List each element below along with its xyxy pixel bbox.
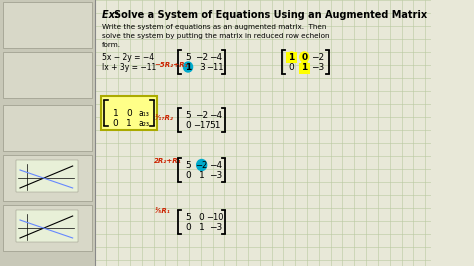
Circle shape bbox=[287, 52, 296, 62]
Text: ¹⁄₅R₁: ¹⁄₅R₁ bbox=[155, 208, 170, 214]
Circle shape bbox=[300, 52, 309, 62]
Text: 0: 0 bbox=[185, 222, 191, 231]
Text: form.: form. bbox=[102, 42, 121, 48]
Circle shape bbox=[300, 62, 309, 72]
Text: 5: 5 bbox=[185, 160, 191, 169]
Text: a₂₃: a₂₃ bbox=[138, 118, 149, 127]
Text: solve the system by putting the matrix in reduced row echelon: solve the system by putting the matrix i… bbox=[102, 33, 329, 39]
Text: −5R₂+R₁: −5R₂+R₁ bbox=[155, 62, 188, 68]
Text: 5: 5 bbox=[185, 213, 191, 222]
Text: Write the system of equations as an augmented matrix.  Then: Write the system of equations as an augm… bbox=[102, 24, 326, 30]
FancyBboxPatch shape bbox=[101, 96, 157, 130]
Text: Solve a System of Equations Using an Augmented Matrix: Solve a System of Equations Using an Aug… bbox=[114, 10, 428, 20]
Text: 3: 3 bbox=[199, 63, 205, 72]
Text: 0: 0 bbox=[126, 109, 132, 118]
Text: 5: 5 bbox=[185, 52, 191, 61]
FancyBboxPatch shape bbox=[299, 63, 310, 74]
Text: 1: 1 bbox=[199, 222, 205, 231]
Text: 1: 1 bbox=[289, 52, 295, 61]
Text: 0: 0 bbox=[301, 52, 307, 61]
Text: 5: 5 bbox=[185, 110, 191, 119]
Text: −3: −3 bbox=[311, 63, 325, 72]
Text: −10: −10 bbox=[207, 213, 224, 222]
FancyBboxPatch shape bbox=[286, 52, 297, 63]
Text: 1: 1 bbox=[112, 109, 118, 118]
FancyBboxPatch shape bbox=[3, 2, 92, 48]
Text: 0: 0 bbox=[199, 213, 205, 222]
Text: 1: 1 bbox=[126, 118, 132, 127]
Text: 0: 0 bbox=[185, 171, 191, 180]
FancyBboxPatch shape bbox=[16, 160, 78, 192]
Text: 1: 1 bbox=[199, 171, 205, 180]
Text: −17: −17 bbox=[193, 120, 210, 130]
FancyBboxPatch shape bbox=[3, 52, 92, 98]
Text: −4: −4 bbox=[209, 160, 222, 169]
Circle shape bbox=[197, 160, 207, 171]
Text: −3: −3 bbox=[209, 171, 222, 180]
Text: −4: −4 bbox=[209, 52, 222, 61]
Text: 0: 0 bbox=[185, 120, 191, 130]
Text: 2R₂+R₁: 2R₂+R₁ bbox=[155, 158, 182, 164]
Text: lx + 3y = −11: lx + 3y = −11 bbox=[102, 63, 156, 72]
Text: −2: −2 bbox=[311, 52, 325, 61]
Text: 0: 0 bbox=[112, 118, 118, 127]
Text: 1: 1 bbox=[301, 63, 308, 72]
Text: 5x − 2y = −4: 5x − 2y = −4 bbox=[102, 53, 154, 62]
FancyBboxPatch shape bbox=[0, 0, 95, 266]
Text: −2: −2 bbox=[195, 52, 208, 61]
Text: 0: 0 bbox=[289, 63, 294, 72]
Text: −2: −2 bbox=[196, 160, 208, 169]
FancyBboxPatch shape bbox=[3, 105, 92, 151]
Text: Ex:: Ex: bbox=[102, 10, 125, 20]
Text: ¹⁄₁₇R₂: ¹⁄₁₇R₂ bbox=[155, 115, 173, 121]
Text: −4: −4 bbox=[209, 110, 222, 119]
Text: a₁₃: a₁₃ bbox=[138, 109, 149, 118]
Text: −11: −11 bbox=[207, 63, 224, 72]
FancyBboxPatch shape bbox=[3, 205, 92, 251]
Text: 51: 51 bbox=[210, 120, 221, 130]
Text: −2: −2 bbox=[195, 110, 208, 119]
FancyBboxPatch shape bbox=[3, 155, 92, 201]
Text: 1: 1 bbox=[185, 63, 191, 72]
Circle shape bbox=[183, 62, 192, 72]
Text: −3: −3 bbox=[209, 222, 222, 231]
FancyBboxPatch shape bbox=[16, 210, 78, 242]
